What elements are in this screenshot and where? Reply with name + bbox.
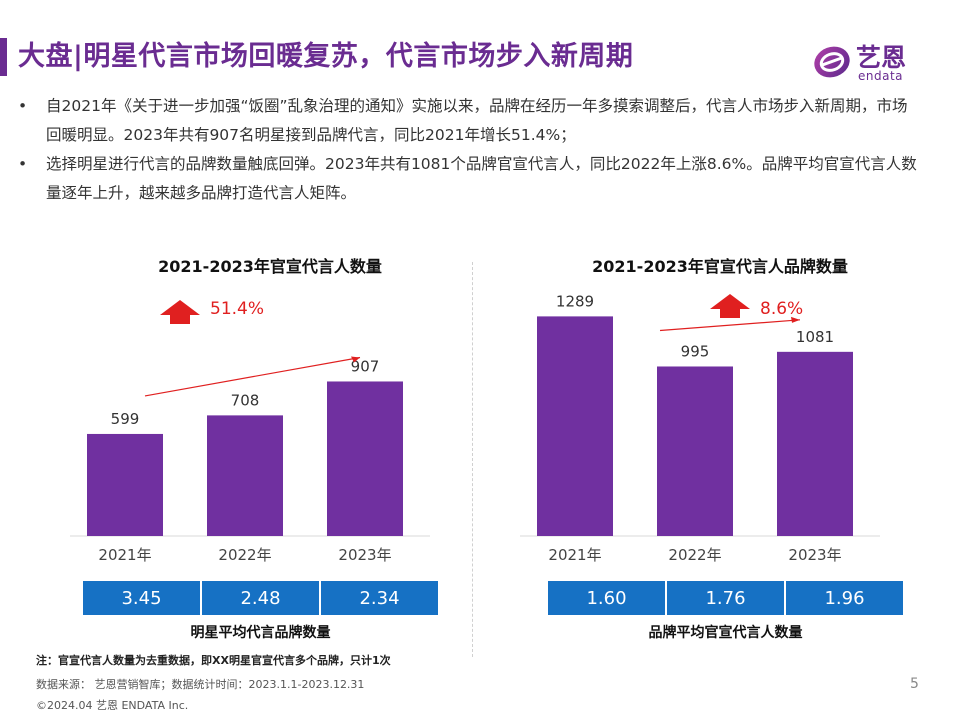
footnote-note: 注：官宣代言人数量为去重数据，即XX明星官宣代言多个品牌，只计1次 xyxy=(36,654,391,667)
growth-label: 51.4% xyxy=(210,299,264,319)
avg-brands-per-star-row: 3.45 2.48 2.34 xyxy=(83,581,438,615)
data-label: 1289 xyxy=(556,292,594,310)
data-label: 599 xyxy=(111,410,140,428)
bar-2023年 xyxy=(777,351,853,536)
data-label: 995 xyxy=(681,342,710,360)
stat-cell-2021: 1.60 xyxy=(548,581,665,615)
endata-logo: 艺恩 endata xyxy=(812,38,932,88)
bar-2022年 xyxy=(657,366,733,536)
data-label: 708 xyxy=(231,391,260,409)
bar-2022年 xyxy=(207,415,283,536)
bullet-text: 选择明星进行代言的品牌数量触底回弹。2023年共有1081个品牌官宣代言人，同比… xyxy=(46,155,917,202)
trend-arrowhead xyxy=(351,356,360,363)
avg-stars-per-brand-row: 1.60 1.76 1.96 xyxy=(548,581,903,615)
chart-divider xyxy=(472,262,473,657)
x-tick-label: 2022年 xyxy=(668,546,721,564)
bullet-text: 自2021年《关于进一步加强“饭圈”乱象治理的通知》实施以来，品牌在经历一年多摸… xyxy=(46,97,908,144)
stat-cell-2022: 2.48 xyxy=(202,581,319,615)
page-number: 5 xyxy=(910,676,919,692)
trend-line xyxy=(144,356,361,397)
bar-2021年 xyxy=(537,316,613,536)
bullet-dot: • xyxy=(18,97,28,115)
logo-english-text: endata xyxy=(858,69,904,83)
x-tick-label: 2023年 xyxy=(788,546,841,564)
avg-stars-per-brand-label: 品牌平均官宣代言人数量 xyxy=(648,625,803,641)
stat-cell-2022: 1.76 xyxy=(667,581,784,615)
x-tick-label: 2023年 xyxy=(338,546,391,564)
title-accent-bar xyxy=(0,38,7,76)
x-tick-label: 2021年 xyxy=(548,546,601,564)
chart-title-endorsers: 2021-2023年官宣代言人数量 xyxy=(158,257,382,276)
summary-bullets: • 自2021年《关于进一步加强“饭圈”乱象治理的通知》实施以来，品牌在经历一年… xyxy=(18,92,918,208)
x-tick-label: 2022年 xyxy=(218,546,271,564)
bar-2023年 xyxy=(327,381,403,536)
footnote-source: 数据来源： 艺恩营销智库；数据统计时间：2023.1.1-2023.12.31 xyxy=(36,678,365,691)
x-tick-label: 2021年 xyxy=(98,546,151,564)
chart-title-brands: 2021-2023年官宣代言人品牌数量 xyxy=(592,257,848,276)
data-label: 907 xyxy=(351,357,380,375)
avg-brands-per-star-label: 明星平均代言品牌数量 xyxy=(190,625,331,641)
brand-count-chart: 1289 2021年 995 2022年 1081 2023年 8.6% xyxy=(520,292,880,564)
trend-line xyxy=(659,319,801,332)
bullet-item: • 自2021年《关于进一步加强“饭圈”乱象治理的通知》实施以来，品牌在经历一年… xyxy=(18,92,918,150)
bullet-dot: • xyxy=(18,155,28,173)
bullet-item: • 选择明星进行代言的品牌数量触底回弹。2023年共有1081个品牌官宣代言人，… xyxy=(18,150,918,208)
endata-logo-icon xyxy=(814,46,850,78)
growth-label: 8.6% xyxy=(760,299,803,319)
stat-cell-2023: 1.96 xyxy=(786,581,903,615)
bar-2021年 xyxy=(87,433,163,536)
endorser-count-chart: 599 2021年 708 2022年 907 2023年 51.4% xyxy=(70,299,430,564)
footnote-copyright: ©2024.04 艺恩 ENDATA Inc. xyxy=(36,699,189,712)
page-title: 大盘|明星代言市场回暖复苏，代言市场步入新周期 xyxy=(18,41,634,72)
logo-chinese-text: 艺恩 xyxy=(856,43,907,72)
data-label: 1081 xyxy=(796,328,834,346)
stat-cell-2021: 3.45 xyxy=(83,581,200,615)
up-arrow-icon xyxy=(160,300,200,324)
up-arrow-icon xyxy=(710,294,750,318)
stat-cell-2023: 2.34 xyxy=(321,581,438,615)
trend-arrowhead xyxy=(791,316,800,323)
